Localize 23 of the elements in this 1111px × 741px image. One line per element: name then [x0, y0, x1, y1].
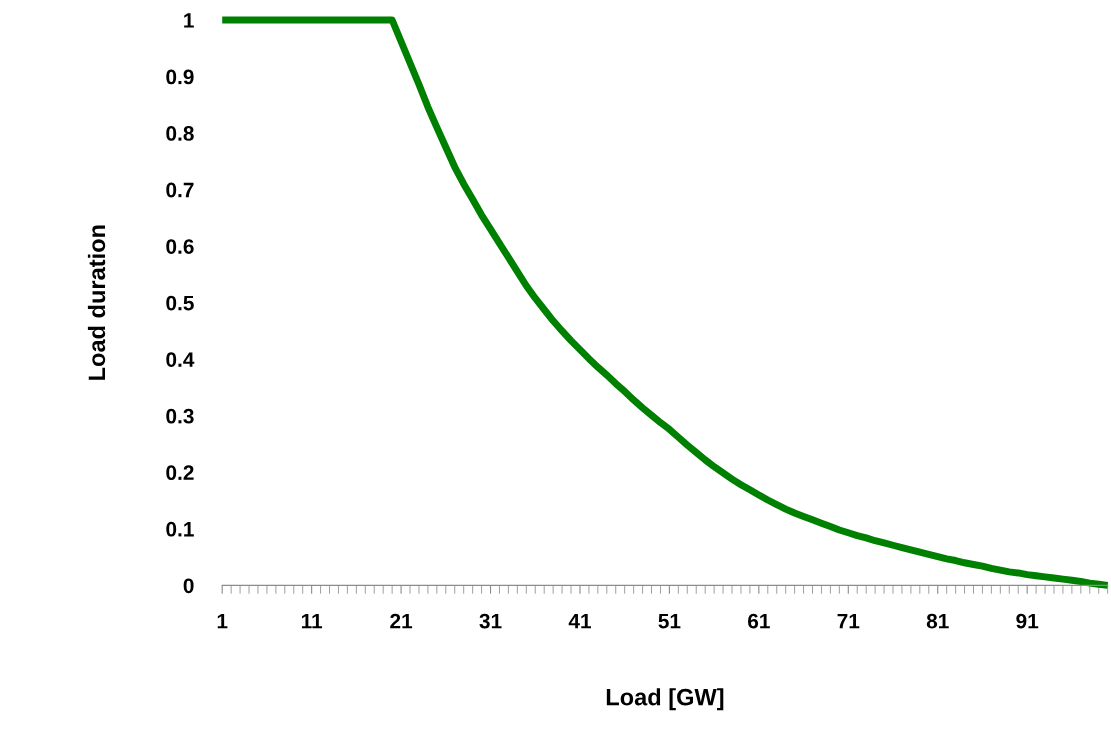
x-tick-label: 1: [217, 613, 228, 629]
y-tick-label: 0.7: [166, 182, 194, 198]
x-tick-label: 91: [1016, 613, 1039, 629]
y-tick-label: 0: [183, 578, 194, 594]
y-axis-title: Load duration: [87, 225, 106, 380]
y-tick-label: 0.9: [166, 69, 194, 85]
y-tick-label: 0.5: [166, 295, 194, 311]
x-tick-label: 11: [301, 613, 323, 629]
x-tick-label: 71: [837, 613, 860, 629]
y-tick-label: 0.2: [166, 465, 194, 481]
y-tick-label: 0.1: [166, 521, 194, 537]
y-tick-label: 0.3: [166, 408, 194, 424]
x-axis-title: Load [GW]: [606, 688, 724, 711]
x-tick-label: 21: [390, 613, 413, 629]
y-tick-label: 1: [184, 13, 194, 28]
x-tick-label: 31: [479, 613, 502, 629]
x-tick-label: 51: [658, 613, 681, 629]
y-tick-label: 0.4: [166, 352, 195, 367]
y-tick-label: 0.6: [166, 239, 194, 254]
y-tick-label: 0.8: [166, 126, 194, 141]
x-tick-label: 41: [568, 613, 591, 629]
x-tick-label: 81: [926, 613, 949, 629]
x-tick-label: 61: [748, 613, 770, 629]
